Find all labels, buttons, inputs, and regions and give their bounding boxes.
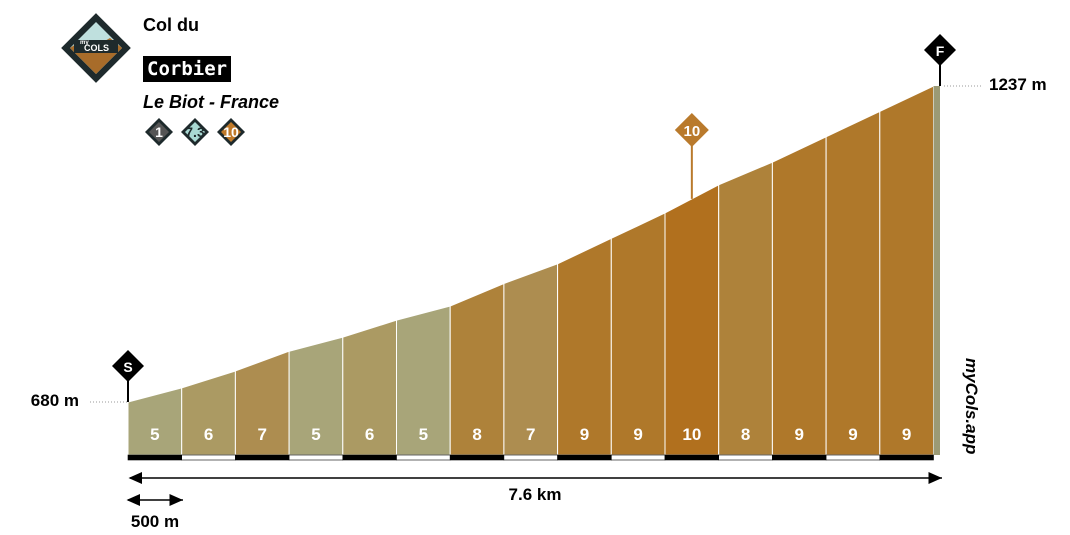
gradient-label: 10 bbox=[682, 425, 701, 444]
distance-strip-block bbox=[449, 454, 505, 461]
gradient-label: 9 bbox=[848, 425, 857, 444]
gradient-segment bbox=[825, 110, 881, 456]
mycols-logo-icon: my COLS bbox=[61, 13, 131, 83]
gradient-segment bbox=[664, 183, 720, 456]
distance-strip-block bbox=[557, 454, 612, 461]
col-name: Corbier bbox=[143, 56, 232, 82]
total-distance-label: 7.6 km bbox=[509, 485, 562, 504]
difficulty-diamond-icon: 1 bbox=[145, 118, 173, 146]
logo-text-my: my bbox=[80, 40, 89, 46]
distance-strip-block bbox=[181, 454, 236, 461]
distance-strip-block bbox=[664, 454, 720, 461]
logo-text-cols: COLS bbox=[84, 43, 109, 53]
badge-label: 1 bbox=[155, 124, 163, 140]
scale-label: 500 m bbox=[131, 512, 179, 531]
finish-marker-label: F bbox=[936, 43, 945, 59]
start-marker-label: S bbox=[123, 359, 132, 375]
gradient-segment bbox=[610, 212, 666, 456]
distance-strip-block bbox=[342, 454, 397, 461]
title-prefix: Col du bbox=[143, 15, 199, 35]
max-gradient-label: 10 bbox=[684, 123, 701, 140]
gradient-label: 7 bbox=[526, 425, 535, 444]
avg-gradient-diamond-icon: 7.3 bbox=[181, 118, 209, 146]
finish-elevation-label: 1237 m bbox=[989, 75, 1047, 94]
gradient-label: 7 bbox=[258, 425, 267, 444]
gradient-label: 9 bbox=[795, 425, 804, 444]
distance-strip-block bbox=[235, 454, 290, 461]
gradient-label: 9 bbox=[580, 425, 589, 444]
watermark-text: myCols.app bbox=[962, 358, 981, 454]
gradient-segment bbox=[879, 85, 934, 456]
gradient-segment bbox=[771, 135, 827, 456]
distance-strip-block bbox=[772, 454, 827, 461]
gradient-label: 6 bbox=[204, 425, 213, 444]
gradient-label: 6 bbox=[365, 425, 374, 444]
stats-badges: 1 7.3 10 bbox=[145, 118, 245, 146]
finish-marker: F bbox=[924, 34, 956, 86]
gradient-label: 9 bbox=[902, 425, 911, 444]
distance-strip-block bbox=[718, 454, 773, 461]
distance-strip-block bbox=[288, 454, 344, 461]
gradient-label: 5 bbox=[311, 425, 320, 444]
badge-label: 10 bbox=[223, 124, 239, 140]
max-gradient-diamond-icon bbox=[674, 113, 709, 147]
distance-strip bbox=[127, 454, 934, 461]
distance-strip-block bbox=[610, 454, 666, 461]
max-gradient-diamond-icon: 10 bbox=[217, 118, 245, 146]
distance-strip-block bbox=[396, 454, 451, 461]
distance-strip-block bbox=[127, 454, 183, 461]
gradient-label: 5 bbox=[419, 425, 428, 444]
gradient-segments bbox=[127, 85, 940, 456]
distance-strip-block bbox=[503, 454, 558, 461]
gradient-segment bbox=[127, 387, 183, 456]
gradient-label: 8 bbox=[741, 425, 750, 444]
gradient-label: 5 bbox=[150, 425, 159, 444]
final-segment-strip bbox=[933, 86, 940, 455]
distance-strip-block bbox=[825, 454, 881, 461]
start-marker: S bbox=[112, 350, 144, 402]
start-elevation-label: 680 m bbox=[31, 391, 79, 410]
badge-label: 7.3 bbox=[185, 124, 205, 140]
max-gradient-marker: 10 bbox=[674, 113, 709, 199]
gradient-segment bbox=[718, 161, 773, 456]
gradient-segment bbox=[557, 237, 612, 456]
gradient-label: 9 bbox=[633, 425, 642, 444]
gradient-label: 8 bbox=[472, 425, 481, 444]
distance-strip-block bbox=[879, 454, 934, 461]
location: Le Biot - France bbox=[143, 92, 280, 112]
gradient-labels: 5 6 7 5 6 5 8 7 9 9 10 8 9 9 9 bbox=[150, 425, 911, 444]
